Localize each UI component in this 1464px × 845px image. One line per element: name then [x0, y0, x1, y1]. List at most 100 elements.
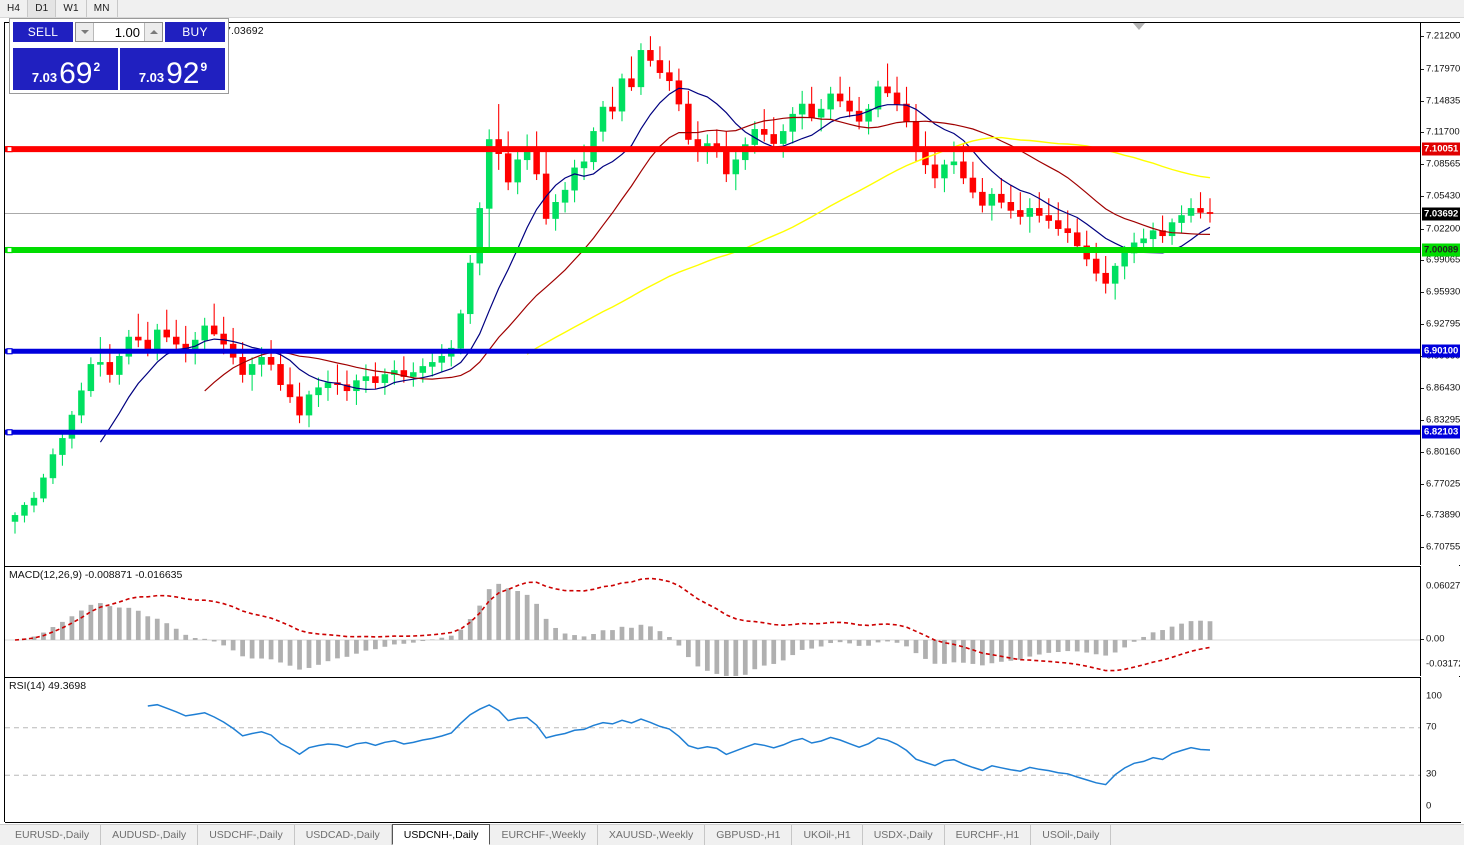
- price-axis-tick: [1421, 420, 1424, 422]
- macd-axis: 0.060273 0.00 -0.031725: [1420, 566, 1460, 676]
- price-axis-marker[interactable]: 6.82103: [1422, 425, 1460, 439]
- price-axis-label: 7.05430: [1426, 190, 1460, 202]
- price-chart-canvas: [5, 36, 1420, 534]
- price-axis-label: 7.17970: [1426, 63, 1460, 75]
- price-axis-label: 6.83295: [1426, 414, 1460, 426]
- price-axis[interactable]: 7.21200 7.17970 7.14835 7.11700 7.08565 7.054…: [1420, 23, 1460, 565]
- chart-scroll-marker-icon[interactable]: [1133, 23, 1145, 30]
- chart-tab-xauusd-weekly[interactable]: XAUUSD-,Weekly: [598, 825, 706, 845]
- macd-axis-tick: [1421, 638, 1424, 640]
- timeframe-button-w1[interactable]: W1: [56, 0, 87, 17]
- rsi-pane[interactable]: RSI(14) 49.3698: [5, 677, 1420, 822]
- price-axis-tick: [1421, 228, 1424, 230]
- chart-tab-usoil-daily[interactable]: USOil-,Daily: [1031, 825, 1112, 845]
- macd-canvas: [5, 577, 1420, 676]
- macd-axis-label: 0.00: [1426, 633, 1445, 645]
- rsi-axis-label: 100: [1426, 690, 1442, 702]
- price-axis-label: 7.02200: [1426, 223, 1460, 235]
- one-click-trading-panel[interactable]: SELL 1.00 BUY 7.03 69 2 7.03 92 9: [9, 18, 229, 94]
- chart-tab-ukoil-h1[interactable]: UKOil-,H1: [792, 825, 863, 845]
- price-axis-label: 7.21200: [1426, 30, 1460, 42]
- price-axis-label: 6.86430: [1426, 382, 1460, 394]
- price-axis-marker[interactable]: 7.03692: [1422, 207, 1460, 221]
- price-axis-marker[interactable]: 7.10051: [1422, 142, 1460, 156]
- rsi-axis-label: 70: [1426, 721, 1437, 733]
- chart-frame: USDCNH-,Daily 7.03626 7.03710 7.03455 7.…: [4, 22, 1461, 843]
- chevron-up-icon: [149, 30, 158, 34]
- macd-histogram: [22, 583, 1213, 676]
- chart-tab-usdcad-daily[interactable]: USDCAD-,Daily: [295, 825, 392, 845]
- macd-axis-label: -0.031725: [1426, 658, 1460, 670]
- price-axis-label: 7.14835: [1426, 95, 1460, 107]
- buy-price-main: 92: [166, 57, 200, 90]
- chart-tab-eurchf-h1[interactable]: EURCHF-,H1: [945, 825, 1032, 845]
- price-axis-label: 6.95930: [1426, 286, 1460, 298]
- chart-tab-usdx-daily[interactable]: USDX-,Daily: [863, 825, 945, 845]
- chart-tab-bar: EURUSD-,Daily AUDUSD-,Daily USDCHF-,Daily U…: [0, 824, 1464, 845]
- rsi-canvas: [5, 703, 1420, 786]
- timeframe-button-mn[interactable]: MN: [86, 0, 118, 17]
- price-axis-tick: [1421, 195, 1424, 197]
- price-axis-tick: [1421, 547, 1424, 549]
- buy-price-base: 7.03: [138, 70, 165, 85]
- price-axis-marker[interactable]: 6.90100: [1422, 344, 1460, 358]
- chart-scroll-strip[interactable]: [5, 23, 1461, 32]
- price-axis-label: 6.73890: [1426, 509, 1460, 521]
- price-axis-tick: [1421, 132, 1424, 134]
- rsi-axis: 100 70 30 0: [1420, 677, 1460, 822]
- volume-input[interactable]: 1.00: [94, 23, 144, 41]
- volume-decrease-button[interactable]: [76, 23, 94, 41]
- timeframe-toolbar: H4 D1 W1 MN: [0, 0, 1464, 18]
- price-axis-label: 6.92795: [1426, 318, 1460, 330]
- chart-tab-eurchf-weekly[interactable]: EURCHF-,Weekly: [490, 825, 598, 845]
- chart-tab-eurusd-daily[interactable]: EURUSD-,Daily: [4, 825, 102, 845]
- price-axis-label: 7.08565: [1426, 158, 1460, 170]
- price-axis-label: 6.99065: [1426, 254, 1460, 266]
- sell-button[interactable]: 7.03 69 2: [13, 48, 118, 90]
- price-axis-marker[interactable]: 7.00089: [1422, 243, 1460, 257]
- candlestick-series: [11, 36, 1214, 534]
- price-axis-tick: [1421, 292, 1424, 294]
- rsi-axis-label: 0: [1426, 800, 1432, 812]
- price-axis-label: 6.80160: [1426, 446, 1460, 458]
- chart-tab-usdcnh-daily[interactable]: USDCNH-,Daily: [391, 824, 491, 845]
- volume-increase-button[interactable]: [144, 23, 162, 41]
- chart-tab-audusd-daily[interactable]: AUDUSD-,Daily: [101, 825, 199, 845]
- sell-price-base: 7.03: [31, 70, 58, 85]
- price-axis-tick: [1421, 68, 1424, 70]
- sell-price-fraction: 2: [93, 60, 101, 74]
- macd-axis-label: 0.060273: [1426, 580, 1460, 592]
- rsi-line: [147, 703, 1211, 786]
- price-axis-label: 6.77025: [1426, 478, 1460, 490]
- rsi-header: RSI(14) 49.3698: [9, 680, 87, 692]
- macd-signal-line: [14, 577, 1211, 672]
- macd-header: MACD(12,26,9) -0.008871 -0.016635: [9, 569, 183, 581]
- chart-tab-usdchf-daily[interactable]: USDCHF-,Daily: [198, 825, 295, 845]
- sell-price-main: 69: [59, 57, 93, 90]
- price-axis-tick: [1421, 323, 1424, 325]
- price-pane[interactable]: USDCNH-,Daily 7.03626 7.03710 7.03455 7.…: [5, 23, 1420, 565]
- trade-panel-quotes: 7.03 69 2 7.03 92 9: [13, 48, 225, 90]
- macd-pane[interactable]: MACD(12,26,9) -0.008871 -0.016635: [5, 566, 1420, 676]
- timeframe-button-d1[interactable]: D1: [28, 0, 57, 17]
- price-axis-tick: [1421, 260, 1424, 262]
- price-axis-tick: [1421, 483, 1424, 485]
- price-axis-label: 6.70755: [1426, 541, 1460, 553]
- timeframe-button-h4[interactable]: H4: [0, 0, 29, 17]
- price-axis-tick: [1421, 451, 1424, 453]
- price-axis-tick: [1421, 164, 1424, 166]
- toolbar-filler: [117, 0, 1464, 17]
- trade-panel-top-row: SELL 1.00 BUY: [10, 19, 228, 45]
- volume-stepper[interactable]: 1.00: [75, 22, 163, 42]
- sell-label[interactable]: SELL: [13, 22, 73, 42]
- chevron-down-icon: [80, 30, 89, 34]
- price-axis-tick: [1421, 515, 1424, 517]
- price-axis-label: 7.11700: [1426, 126, 1460, 138]
- buy-button[interactable]: 7.03 92 9: [120, 48, 225, 90]
- buy-label[interactable]: BUY: [165, 22, 225, 42]
- rsi-axis-label: 30: [1426, 768, 1437, 780]
- buy-price-fraction: 9: [200, 60, 208, 74]
- price-axis-tick: [1421, 100, 1424, 102]
- chart-tab-gbpusd-h1[interactable]: GBPUSD-,H1: [705, 825, 793, 845]
